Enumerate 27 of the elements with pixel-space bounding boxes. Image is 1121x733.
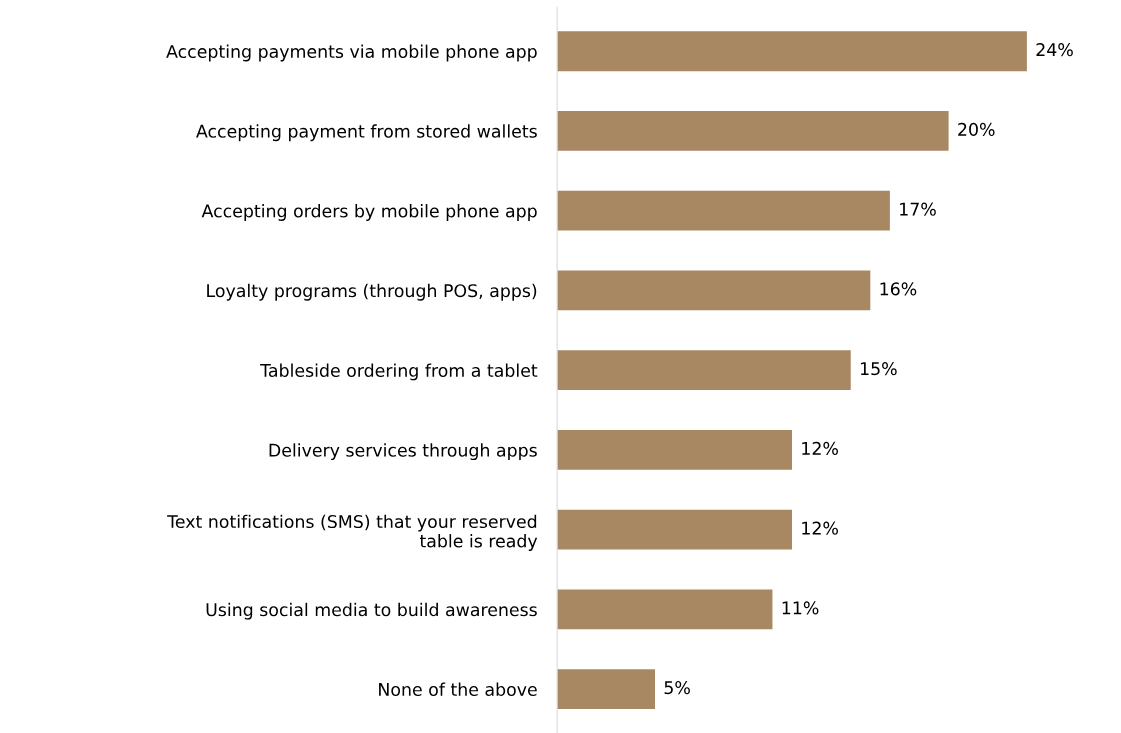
data-label: 24% [1036, 43, 1073, 57]
bar [557, 350, 851, 391]
data-label: 12% [802, 441, 838, 455]
y-tick-label: Using social media to build awareness [206, 602, 537, 620]
data-label: 5% [664, 681, 690, 695]
bar [557, 111, 949, 151]
data-label: 11% [782, 601, 819, 615]
y-tick-label: Delivery services through apps [269, 443, 537, 461]
y-tick-label: Text notifications (SMS) that your reserved table is ready [167, 514, 538, 551]
data-label: 12% [802, 521, 838, 535]
bar [557, 190, 890, 231]
bar [557, 429, 793, 470]
bar [557, 270, 871, 311]
y-tick-label: Accepting payment from stored wallets [196, 124, 537, 142]
bar [557, 31, 1027, 72]
y-tick-label: Loyalty programs (through POS, apps) [207, 283, 537, 301]
y-tick-label: None of the above [379, 682, 537, 696]
y-tick-label: Accepting payments via mobile phone app [166, 44, 537, 62]
data-label: 20% [958, 122, 995, 136]
y-tick-label: Tableside ordering from a tablet [260, 363, 538, 381]
bar [557, 509, 793, 550]
data-label: 17% [900, 202, 936, 216]
bar [557, 669, 655, 710]
y-tick-label: Accepting orders by mobile phone app [201, 204, 537, 221]
bar [557, 589, 773, 630]
data-label: 16% [880, 282, 917, 296]
data-label: 15% [860, 362, 897, 376]
